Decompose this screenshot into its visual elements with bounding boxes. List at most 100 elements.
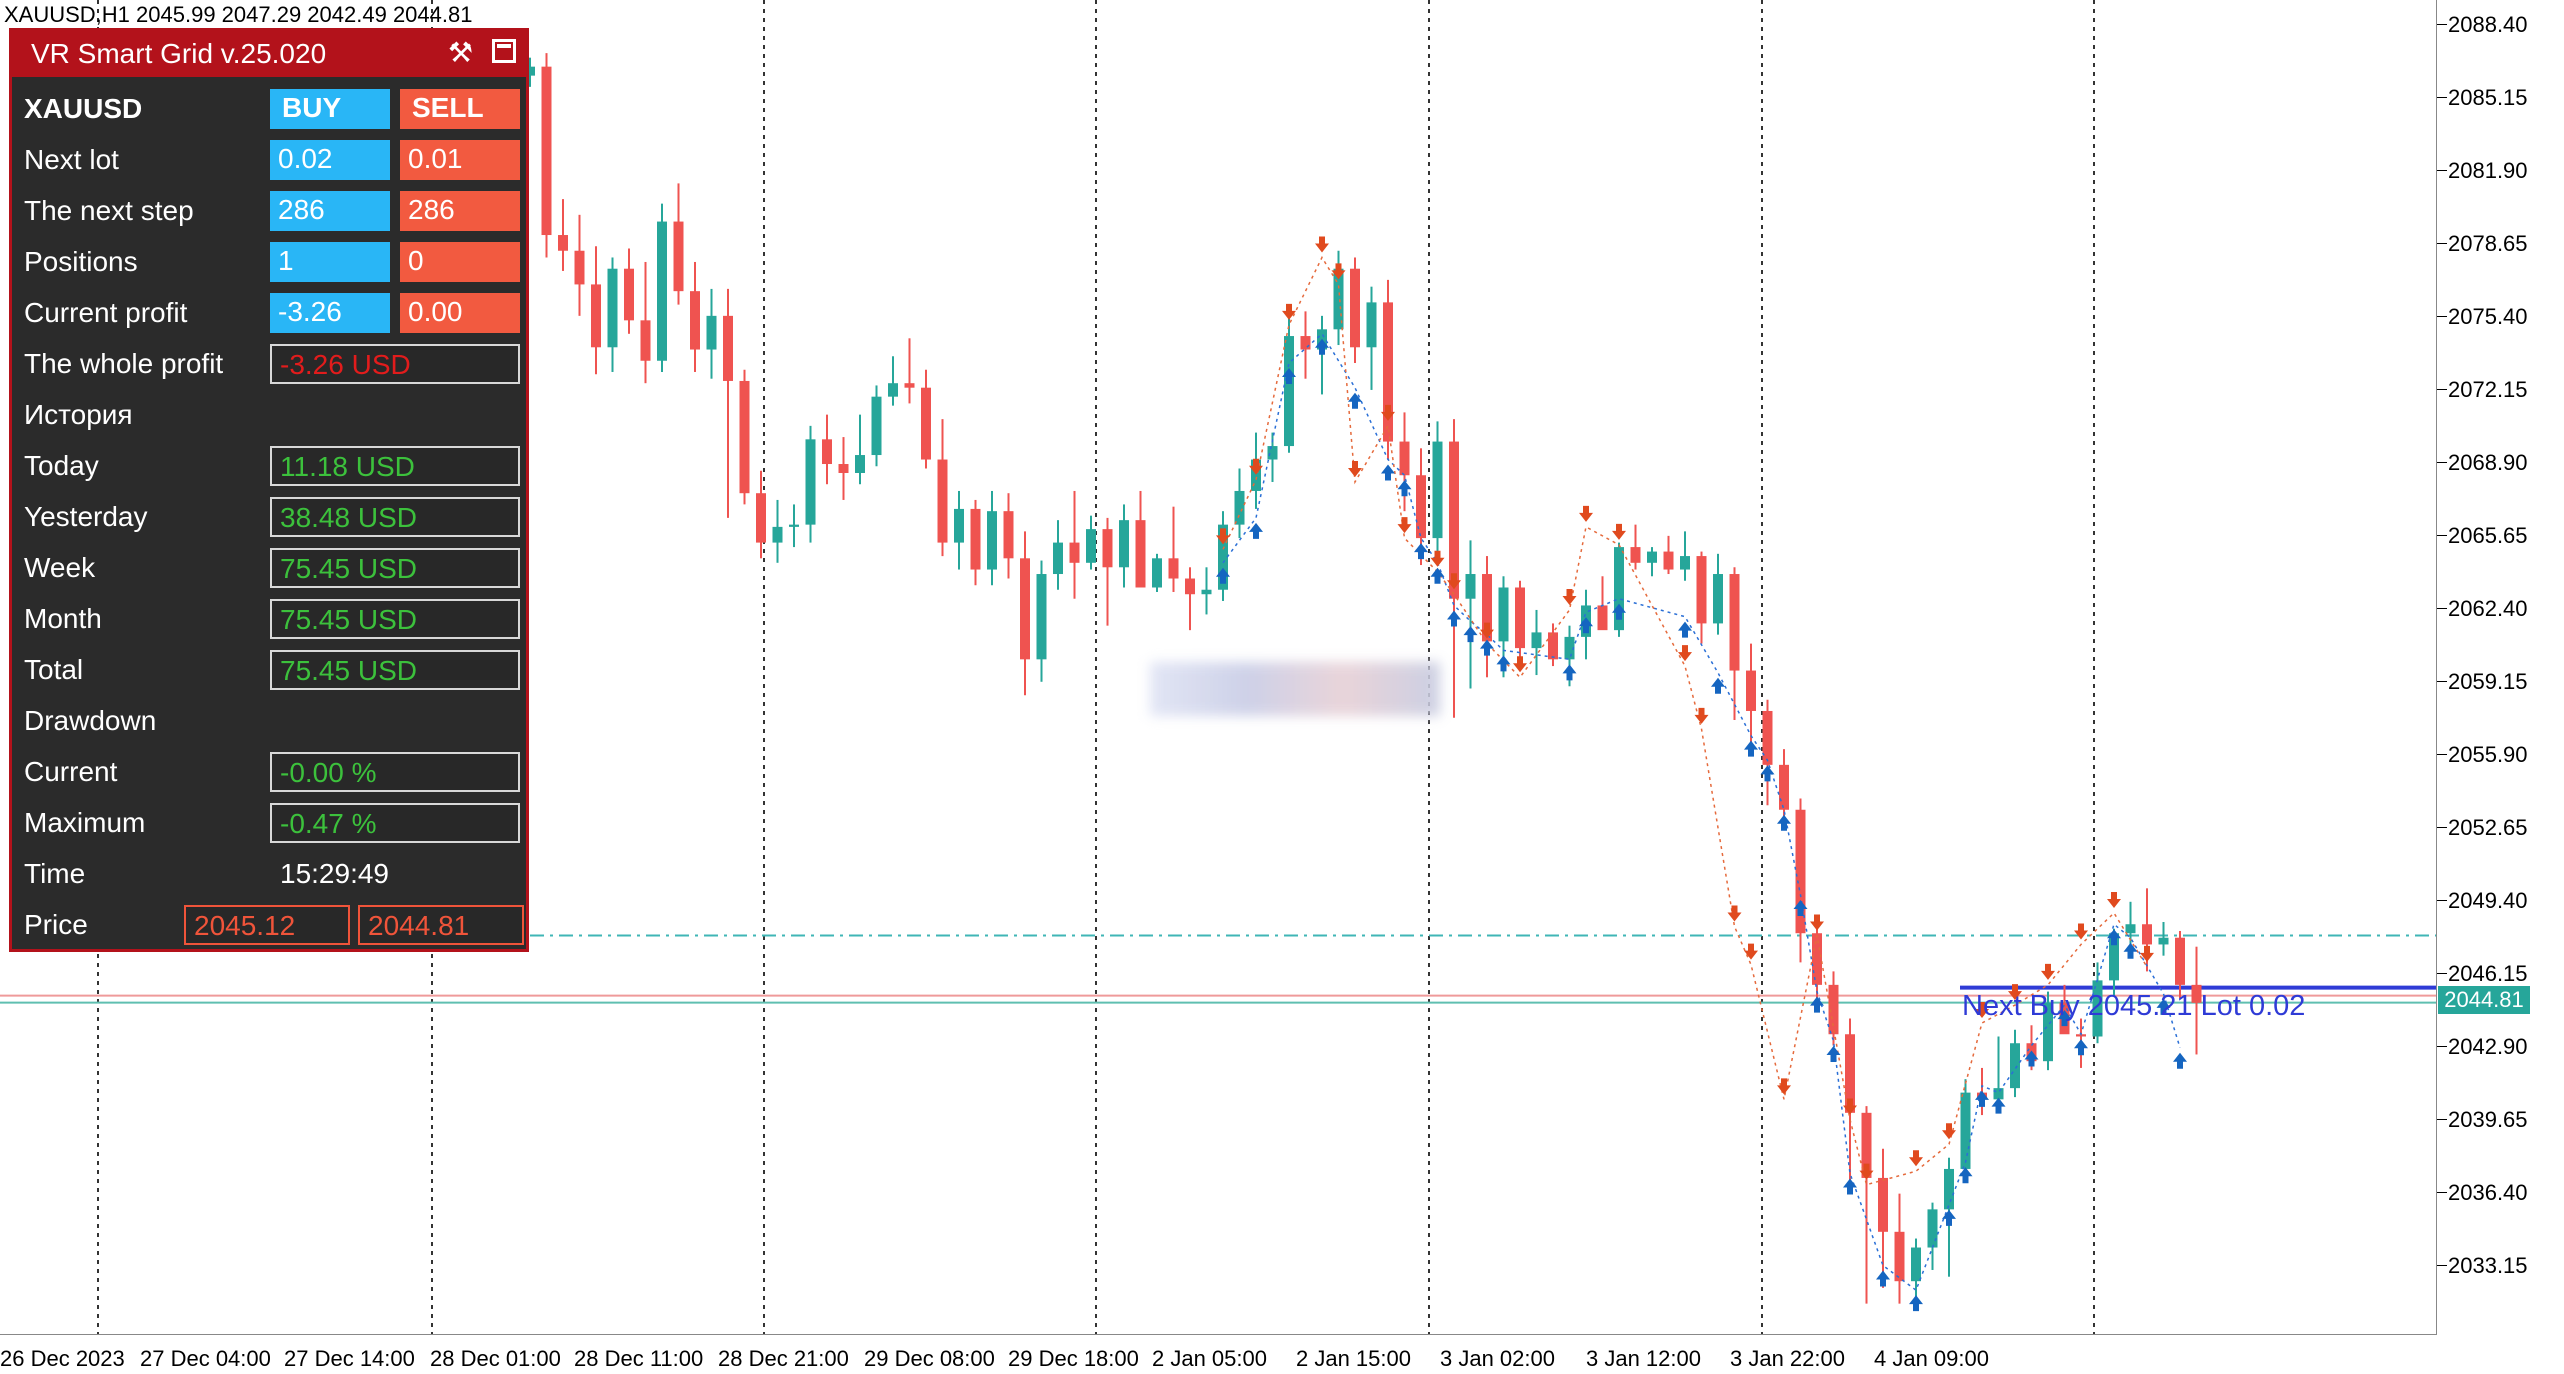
buy-button[interactable]: BUY	[270, 89, 390, 129]
sell-button[interactable]: SELL	[400, 89, 520, 129]
buy-arrow	[1348, 392, 1362, 409]
candle-body	[1663, 551, 1674, 570]
drawdown-current-label: Current	[24, 756, 118, 787]
tools-icon[interactable]: ⚒	[448, 37, 474, 68]
buy-arrow	[1810, 996, 1824, 1013]
whole-profit-value: -3.26 USD	[270, 344, 520, 384]
buy-arrow	[1975, 1090, 1989, 1107]
buy-arrow	[1909, 1295, 1923, 1312]
candle-body	[1597, 605, 1608, 631]
sell-arrow	[1315, 236, 1329, 253]
candle-body	[772, 526, 783, 543]
next-step-buy: 286	[270, 191, 390, 231]
time-axis-label: 28 Dec 21:00	[718, 1346, 849, 1371]
buy-arrow	[1612, 603, 1626, 620]
price-axis-label: 2049.40	[2448, 888, 2528, 913]
buy-arrow	[1744, 740, 1758, 757]
candle-body	[1333, 268, 1344, 330]
drawdown-current-value: -0.00 %	[270, 752, 520, 792]
sell-arrow	[1859, 1163, 1874, 1180]
price-axis[interactable]	[2437, 0, 2564, 1334]
candle-body	[607, 268, 618, 348]
sell-arrow	[1810, 914, 1824, 931]
whole-profit-label: The whole profit	[24, 348, 224, 379]
current-profit-label: Current profit	[24, 297, 188, 328]
price-tick	[2437, 900, 2447, 901]
candle-body	[1647, 551, 1657, 563]
bid-price: 2044.81	[358, 905, 524, 945]
time-axis-label: 2 Jan 05:00	[1152, 1346, 1267, 1371]
price-tick	[2437, 170, 2447, 171]
total-value: 75.45 USD	[270, 650, 520, 690]
sell-arrow	[2140, 945, 2154, 962]
time-axis-label: 4 Jan 09:00	[1874, 1346, 1989, 1371]
week-label: Week	[24, 552, 96, 583]
candle-body	[1845, 1034, 1855, 1113]
candle-body	[1564, 636, 1575, 660]
candle-body	[756, 493, 766, 543]
candle-body	[1828, 984, 1839, 1035]
candle-body	[1548, 632, 1558, 660]
buy-arrow	[1826, 1045, 1841, 1062]
price-axis-label: 2081.90	[2448, 158, 2528, 183]
buy-arrow	[1793, 900, 1808, 917]
time-axis-label: 29 Dec 18:00	[1008, 1346, 1139, 1371]
buy-trade-line	[1222, 332, 2181, 1292]
price-axis-label: 2065.65	[2448, 523, 2528, 548]
sell-arrow	[1579, 505, 1593, 522]
candle-body	[970, 508, 981, 570]
buy-arrow	[1562, 664, 1577, 681]
buy-arrow	[1991, 1097, 2006, 1114]
candle-body	[1284, 336, 1294, 447]
candle-body	[888, 383, 898, 397]
buy-arrow	[1579, 617, 1593, 634]
buy-arrow	[1496, 655, 1511, 672]
drawdown-maximum-label: Maximum	[24, 807, 146, 838]
candle-body	[657, 221, 667, 361]
today-value: 11.18 USD	[270, 446, 520, 486]
sell-arrow	[1331, 263, 1346, 280]
candle-body	[805, 439, 816, 525]
maximize-icon[interactable]	[492, 39, 516, 63]
drawdown-maximum-value: -0.47 %	[270, 803, 520, 843]
week-value: 75.45 USD	[270, 548, 520, 588]
buy-arrow	[1216, 567, 1230, 584]
price-axis-label: 2072.15	[2448, 377, 2528, 402]
price-axis-label: 2085.15	[2448, 85, 2528, 110]
positions-label: Positions	[24, 246, 138, 277]
sell-arrow	[1843, 1098, 1857, 1115]
next-step-sell: 286	[400, 191, 520, 231]
price-tick	[2437, 754, 2447, 755]
buy-arrow	[1447, 610, 1461, 627]
time-axis-label: 28 Dec 01:00	[430, 1346, 561, 1371]
candle-body	[1729, 574, 1740, 671]
sell-arrow	[1694, 707, 1709, 724]
buy-arrow	[1463, 626, 1478, 643]
blurred-label	[1150, 662, 1440, 716]
candle-body	[1449, 441, 1459, 599]
buy-arrow	[2156, 998, 2171, 1015]
sell-arrow	[1744, 943, 1758, 960]
price-tick	[2437, 973, 2447, 974]
candle-body	[1614, 547, 1624, 631]
panel-title-bar[interactable]: VR Smart Grid v.25.020 ⚒	[12, 31, 526, 77]
candle-body	[1036, 574, 1047, 660]
price-tick	[2437, 827, 2447, 828]
candle-body	[2191, 984, 2202, 1003]
time-axis-label: 29 Dec 08:00	[864, 1346, 995, 1371]
candle-body	[1152, 558, 1162, 588]
candle-body	[1416, 475, 1426, 539]
buy-arrow	[1958, 1167, 1973, 1184]
candle-body	[1812, 933, 1822, 985]
sell-arrow	[2074, 923, 2088, 940]
candle-body	[2158, 937, 2169, 945]
price-tick	[2437, 681, 2447, 682]
price-axis-label: 2075.40	[2448, 304, 2528, 329]
candle-body	[2175, 937, 2185, 985]
candle-body	[871, 396, 882, 456]
vr-smart-grid-panel[interactable]: VR Smart Grid v.25.020 ⚒ XAUUSD BUY SELL…	[9, 28, 529, 952]
candle-body	[1630, 547, 1641, 563]
candle-body	[1383, 302, 1393, 442]
sell-arrow	[1282, 303, 1296, 320]
sell-arrow	[1678, 645, 1692, 662]
